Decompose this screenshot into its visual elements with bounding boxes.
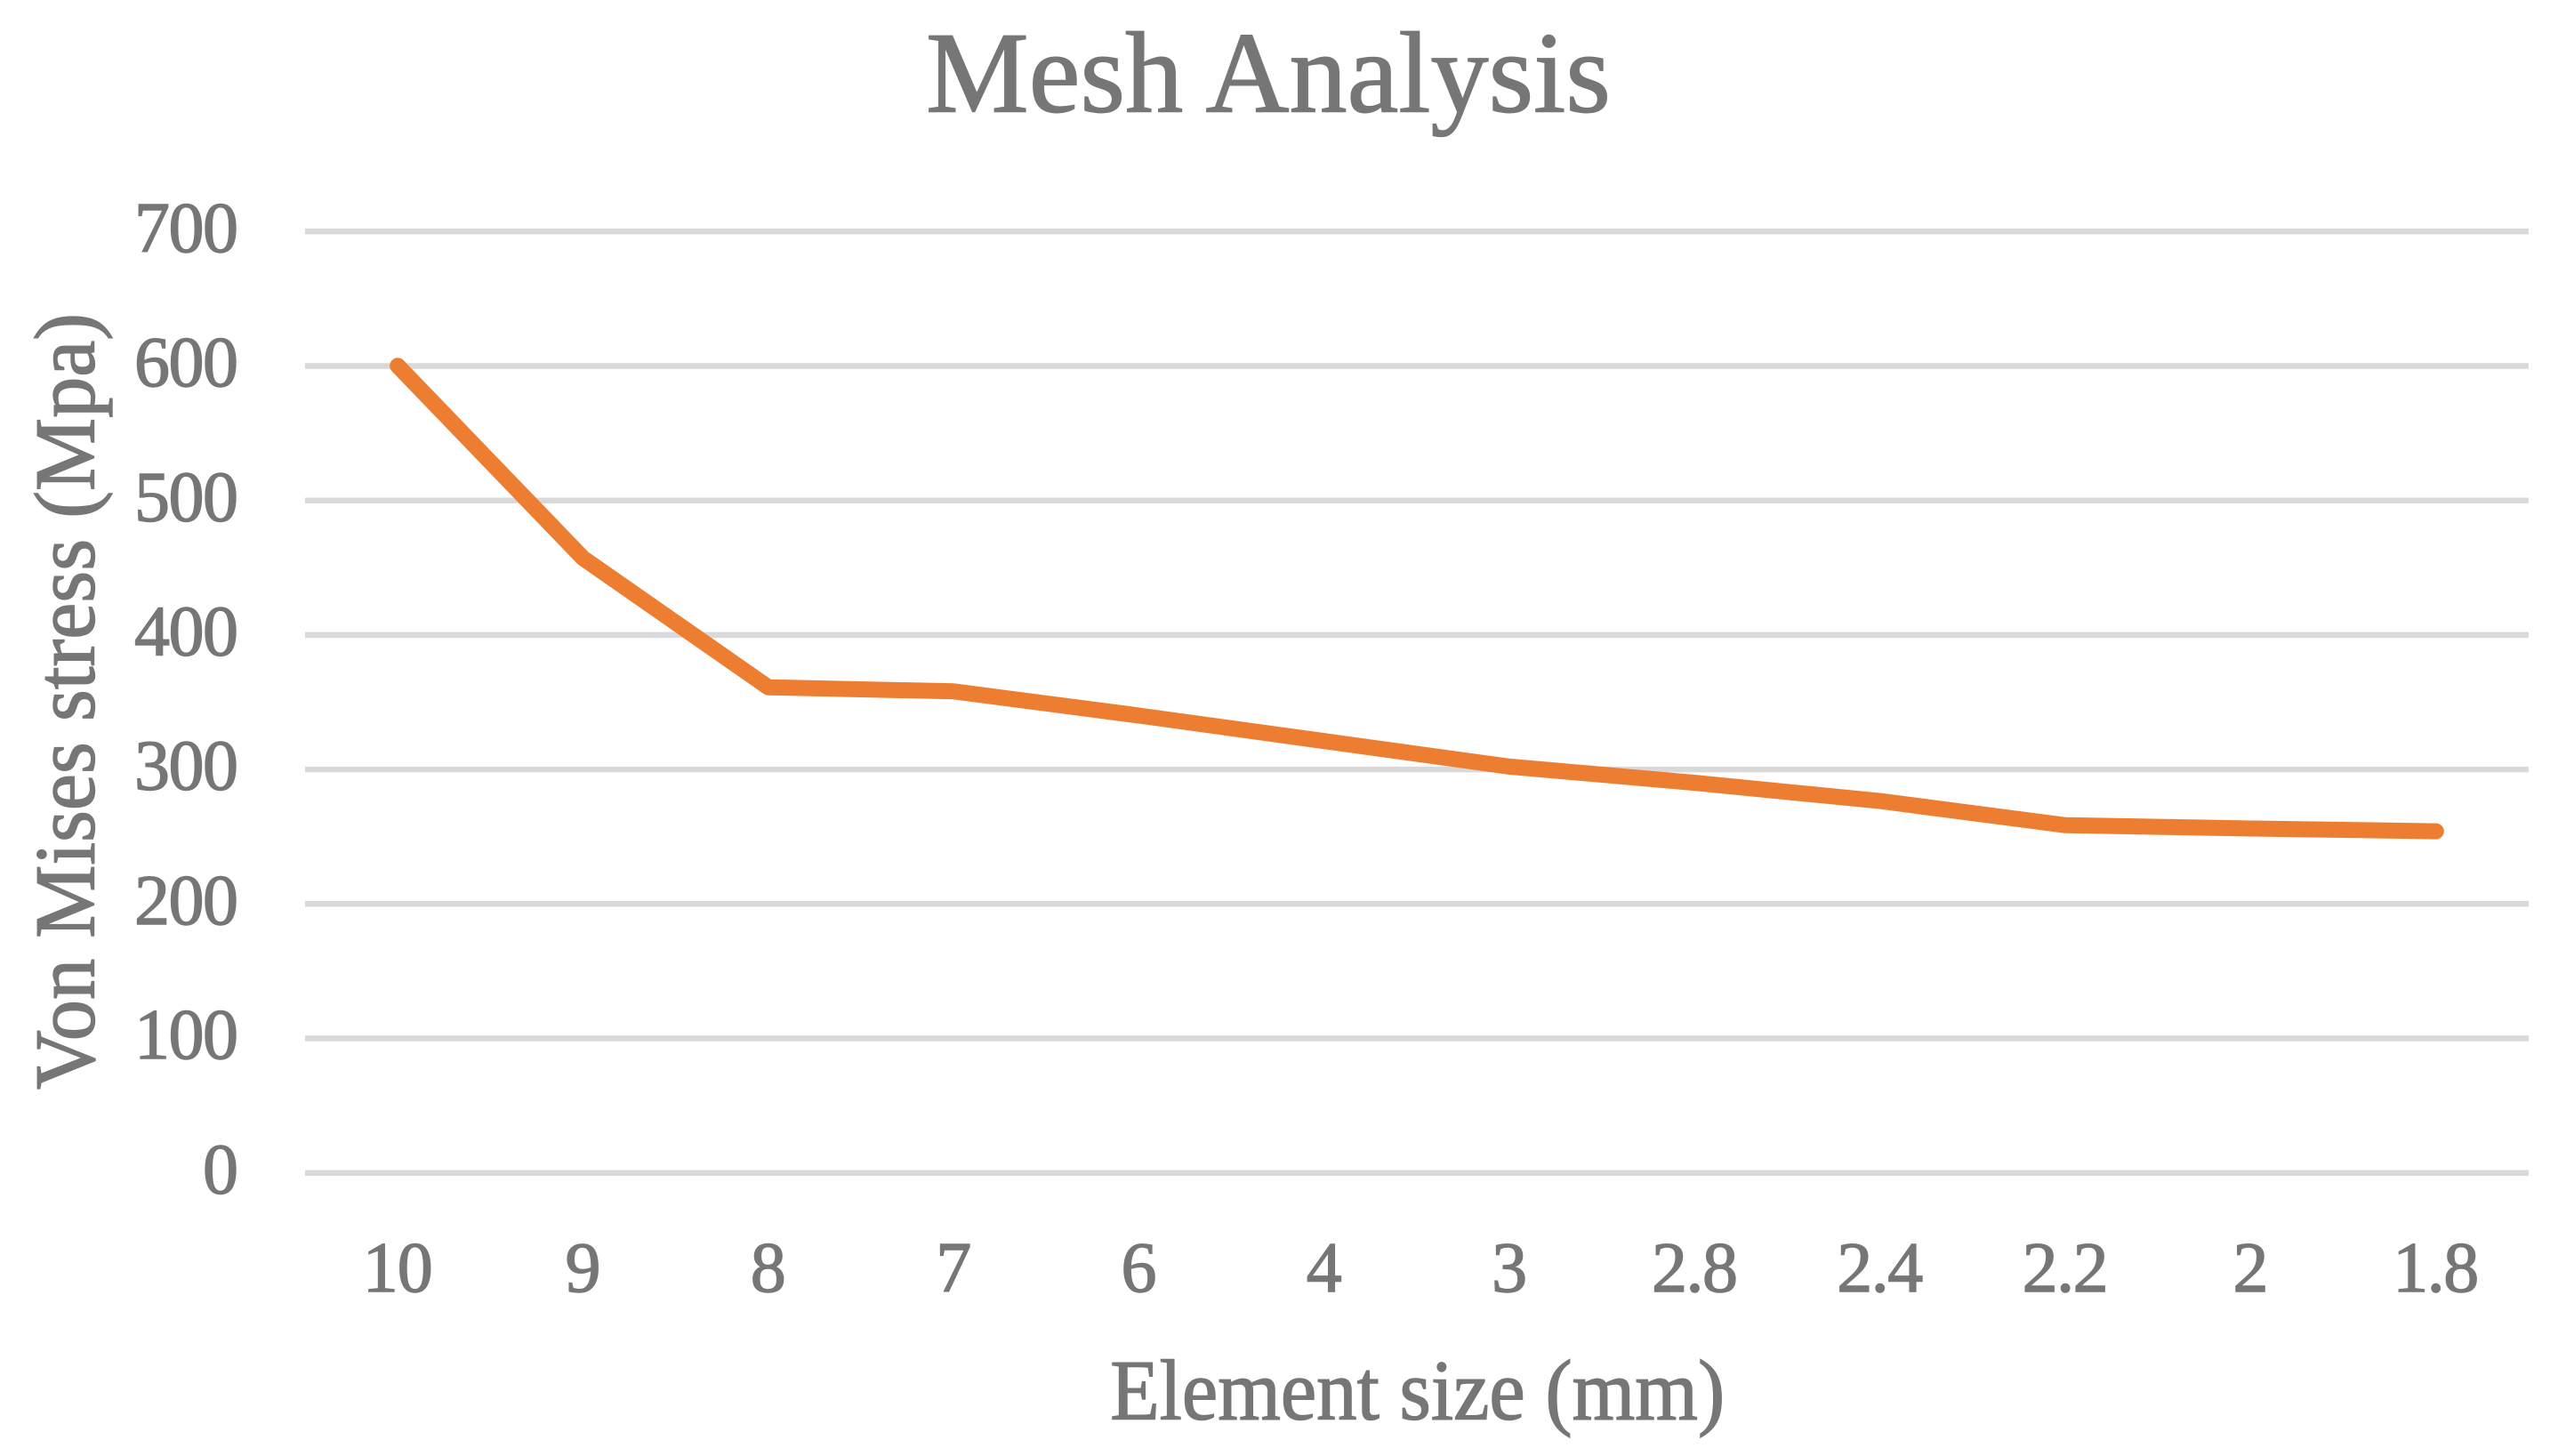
svg-text:2.4: 2.4	[1837, 1229, 1923, 1307]
svg-text:4: 4	[1307, 1229, 1342, 1307]
svg-text:Von Mises stress (Mpa): Von Mises stress (Mpa)	[18, 313, 113, 1090]
svg-text:2: 2	[2233, 1229, 2269, 1307]
svg-text:9: 9	[566, 1229, 601, 1307]
svg-text:2.8: 2.8	[1652, 1229, 1738, 1307]
svg-text:1.8: 1.8	[2393, 1229, 2479, 1307]
svg-text:7: 7	[936, 1229, 971, 1307]
svg-text:8: 8	[751, 1229, 786, 1307]
svg-text:Mesh Analysis: Mesh Analysis	[926, 10, 1611, 138]
svg-text:2.2: 2.2	[2023, 1229, 2109, 1307]
svg-text:10: 10	[363, 1229, 433, 1307]
svg-text:6: 6	[1122, 1229, 1157, 1307]
svg-text:3: 3	[1492, 1229, 1527, 1307]
svg-text:200: 200	[134, 862, 238, 940]
svg-text:600: 600	[134, 324, 238, 402]
svg-text:300: 300	[134, 728, 238, 806]
svg-text:700: 700	[134, 189, 238, 268]
svg-text:400: 400	[134, 593, 238, 672]
svg-text:0: 0	[203, 1130, 238, 1209]
svg-text:Element size (mm): Element size (mm)	[1110, 1343, 1725, 1438]
svg-text:100: 100	[134, 996, 238, 1074]
svg-text:500: 500	[134, 458, 238, 536]
